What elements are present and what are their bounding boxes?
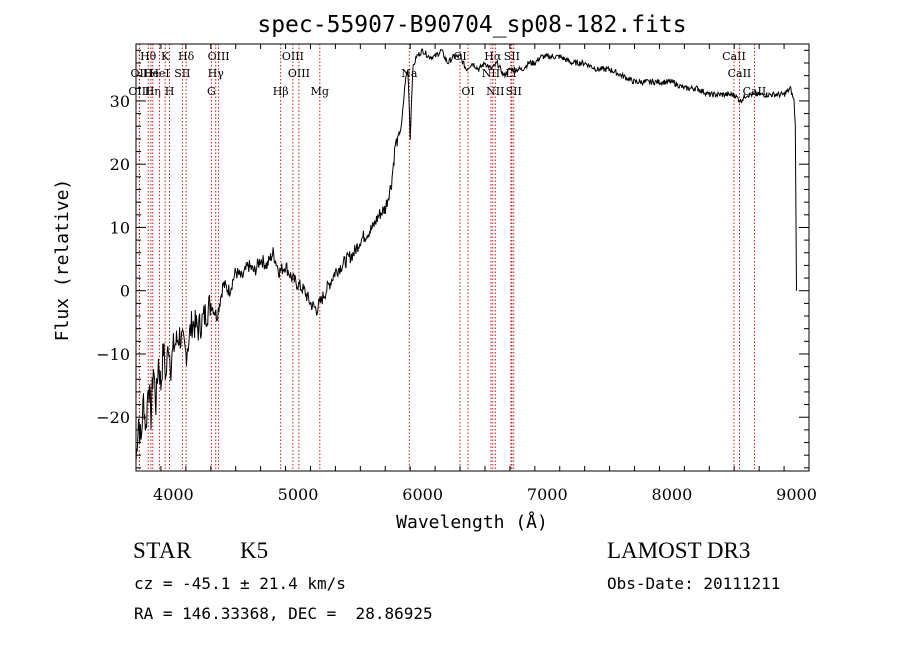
spectral-line-label: Hα: [484, 50, 502, 63]
spectrum-line: [135, 48, 797, 462]
spectral-line-label: Mg: [311, 85, 329, 98]
spectral-line-label: K: [161, 50, 170, 63]
spectral-line-label: SII: [506, 85, 522, 98]
spectral-line-label: He: [143, 67, 159, 80]
x-axis-label: Wavelength (Å): [396, 511, 548, 533]
ra-dec-coordinates: RA = 146.33368, DEC = 28.86925: [134, 604, 433, 623]
spectral-line-label: CaII: [722, 50, 746, 63]
spectral-line-label: OIII: [128, 85, 150, 98]
spectral-line-label: Hδ: [178, 50, 195, 63]
x-tick-label: 8000: [652, 485, 693, 504]
spectral-line-label: Li: [505, 67, 516, 80]
y-axis-label: Flux (relative): [52, 179, 73, 342]
x-tick-label: 7000: [527, 485, 568, 504]
spectral-line-label: OI: [453, 50, 466, 63]
spectral-line-label: SII: [174, 67, 190, 80]
chart-title: spec-55907-B90704_sp08-182.fits: [257, 12, 686, 38]
object-subclass: K5: [240, 538, 269, 563]
y-tick-label: 10: [110, 218, 130, 237]
spectral-line-label: SII: [504, 50, 520, 63]
object-class: STAR: [133, 538, 192, 563]
spectral-line-label: OI: [461, 85, 474, 98]
y-tick-label: −20: [96, 408, 130, 427]
plot-frame: [135, 43, 810, 472]
x-tick-label: 5000: [278, 485, 319, 504]
spectral-line-label: H: [165, 85, 175, 98]
y-tick-label: −10: [96, 345, 130, 364]
spectral-line-label: Hθ: [140, 50, 157, 63]
spectral-line-label: HeI: [149, 67, 169, 80]
spectrum-chart: spec-55907-B90704_sp08-182.fits HθOIIOII…: [52, 12, 817, 533]
y-tick-label: 0: [120, 282, 130, 301]
spectral-line-label: G: [207, 85, 216, 98]
spectral-line-label: Hγ: [208, 67, 225, 80]
redshift-cz: cz = -45.1 ± 21.4 km/s: [134, 574, 346, 593]
spectral-line-label: OIII: [208, 50, 230, 63]
x-tick-label: 9000: [776, 485, 817, 504]
x-tick-label: 4000: [153, 485, 194, 504]
spectral-line-label: Hβ: [273, 85, 289, 98]
spectral-line-label: OIII: [282, 50, 304, 63]
spectral-line-label: NII: [486, 85, 504, 98]
spectral-line-label: Na: [401, 67, 418, 80]
spectral-line-label: Hη: [145, 85, 161, 98]
y-tick-label: 30: [110, 92, 130, 111]
spectral-line-label: OIII: [288, 67, 310, 80]
y-tick-label: 20: [110, 155, 130, 174]
x-tick-label: 6000: [402, 485, 443, 504]
survey-name: LAMOST DR3: [607, 538, 751, 563]
observation-date: Obs-Date: 20111211: [607, 574, 781, 593]
spectral-line-label: CaII: [743, 85, 767, 98]
spectral-line-label: CaII: [728, 67, 752, 80]
